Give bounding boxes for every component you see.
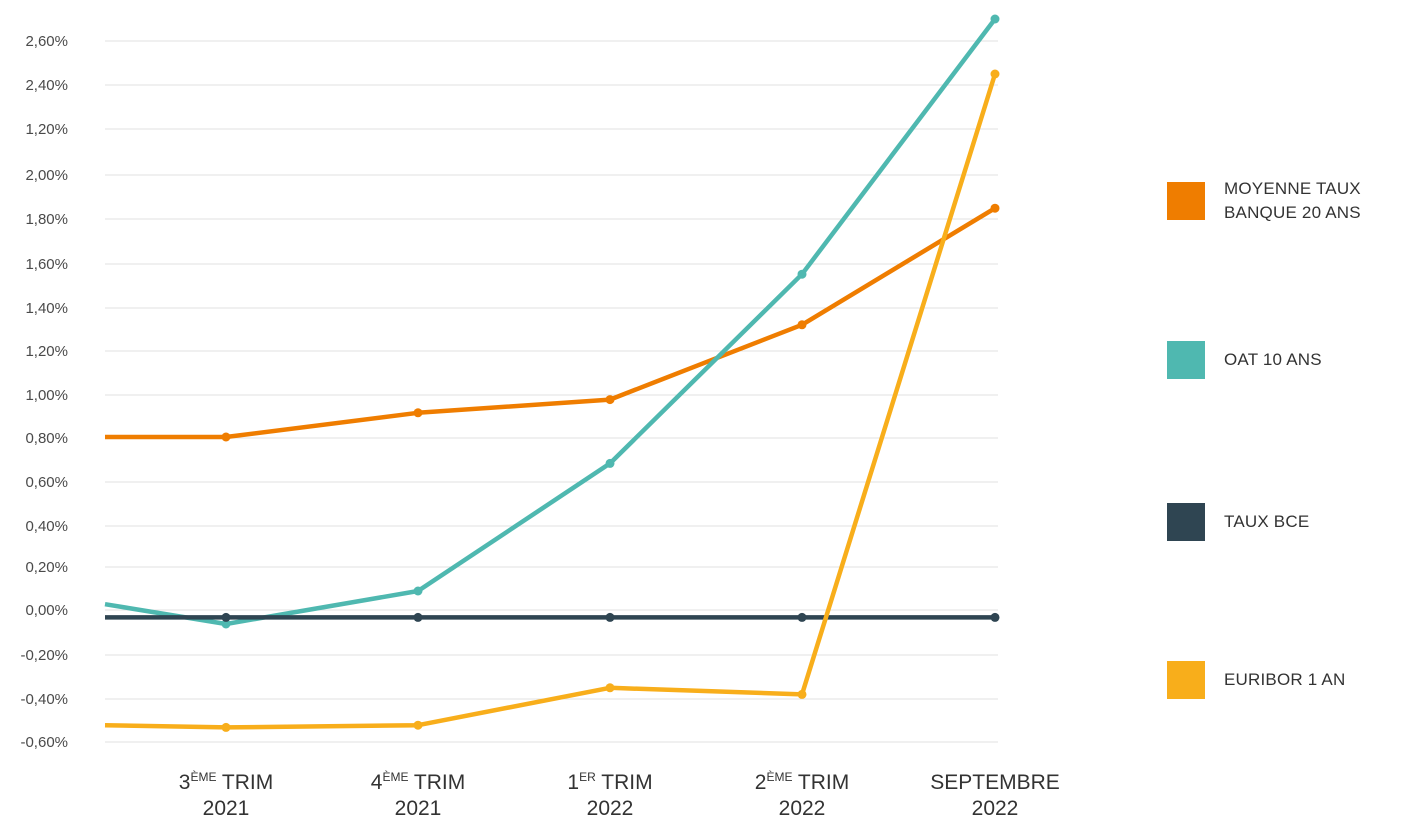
data-point	[797, 612, 807, 622]
data-point	[605, 395, 615, 405]
data-point	[990, 203, 1000, 213]
data-point	[605, 458, 615, 468]
data-point	[797, 269, 807, 279]
legend-item-euribor: EURIBOR 1 AN	[1167, 661, 1394, 699]
x-tick-label: 4ÈME TRIM	[371, 769, 465, 794]
y-tick-label: 1,00%	[25, 387, 68, 404]
data-point	[990, 69, 1000, 79]
y-tick-label: 1,40%	[25, 300, 68, 317]
data-point	[990, 612, 1000, 622]
y-tick-label: 2,60%	[25, 33, 68, 50]
legend-item-moyenne-taux: MOYENNE TAUX BANQUE 20 ANS	[1167, 177, 1394, 225]
legend-item-taux-bce: TAUX BCE	[1167, 503, 1394, 541]
x-tick-label-year: 2021	[395, 797, 442, 819]
legend-swatch	[1167, 503, 1205, 541]
legend-swatch	[1167, 341, 1205, 379]
y-tick-label: 0,60%	[25, 474, 68, 491]
y-tick-label: -0,20%	[20, 647, 68, 664]
data-point	[605, 683, 615, 693]
x-tick-label-year: 2022	[587, 797, 634, 819]
legend-label: OAT 10 ANS	[1224, 350, 1322, 369]
y-tick-label: -0,60%	[20, 734, 68, 751]
y-tick-label: 1,20%	[25, 121, 68, 138]
data-point	[413, 612, 423, 622]
y-tick-label: 1,80%	[25, 211, 68, 228]
legend-swatch	[1167, 661, 1205, 699]
x-axis-ticks: 3ÈME TRIM 2021 4ÈME TRIM 2021 1ER TRIM 2022 2È…	[179, 769, 1060, 819]
x-tick-label: 3ÈME TRIM	[179, 769, 273, 794]
data-point	[990, 14, 1000, 24]
y-tick-label: 0,40%	[25, 518, 68, 535]
series-lines	[104, 14, 1000, 732]
grid	[105, 40, 998, 743]
y-tick-label: 2,00%	[25, 167, 68, 184]
legend-swatch	[1167, 182, 1205, 220]
x-tick-label: SEPTEMBRE	[930, 771, 1060, 794]
data-point	[413, 586, 423, 596]
series-line	[105, 206, 997, 440]
legend-label: EURIBOR 1 AN	[1224, 670, 1346, 689]
data-point	[221, 612, 231, 622]
data-point	[605, 612, 615, 622]
series-line	[104, 17, 997, 627]
data-point	[413, 720, 423, 730]
data-point	[221, 432, 231, 442]
y-tick-label: -0,40%	[20, 691, 68, 708]
data-point	[221, 722, 231, 732]
x-tick-label-year: 2021	[203, 797, 250, 819]
data-point	[221, 619, 231, 629]
legend-item-oat: OAT 10 ANS	[1167, 341, 1394, 379]
x-tick-label: 1ER TRIM	[567, 770, 652, 794]
x-tick-label: 2ÈME TRIM	[755, 769, 849, 794]
y-tick-label: 0,00%	[25, 602, 68, 619]
data-point	[797, 689, 807, 699]
y-tick-label: 2,40%	[25, 77, 68, 94]
y-tick-label: 0,80%	[25, 430, 68, 447]
x-tick-label-year: 2022	[779, 797, 826, 819]
data-point	[797, 320, 807, 330]
y-tick-label: 1,60%	[25, 256, 68, 273]
data-point	[413, 408, 423, 418]
legend-label: MOYENNE TAUX BANQUE 20 ANS	[1224, 179, 1361, 222]
y-tick-label: 0,20%	[25, 559, 68, 576]
y-axis-ticks: -0,60% -0,40% -0,20% 0,00% 0,20% 0,40% 0,60% 0,…	[20, 33, 68, 751]
legend-label: TAUX BCE	[1224, 512, 1310, 531]
series-line	[104, 73, 998, 730]
y-tick-label: 1,20%	[25, 343, 68, 360]
x-tick-label-year: 2022	[972, 797, 1019, 819]
